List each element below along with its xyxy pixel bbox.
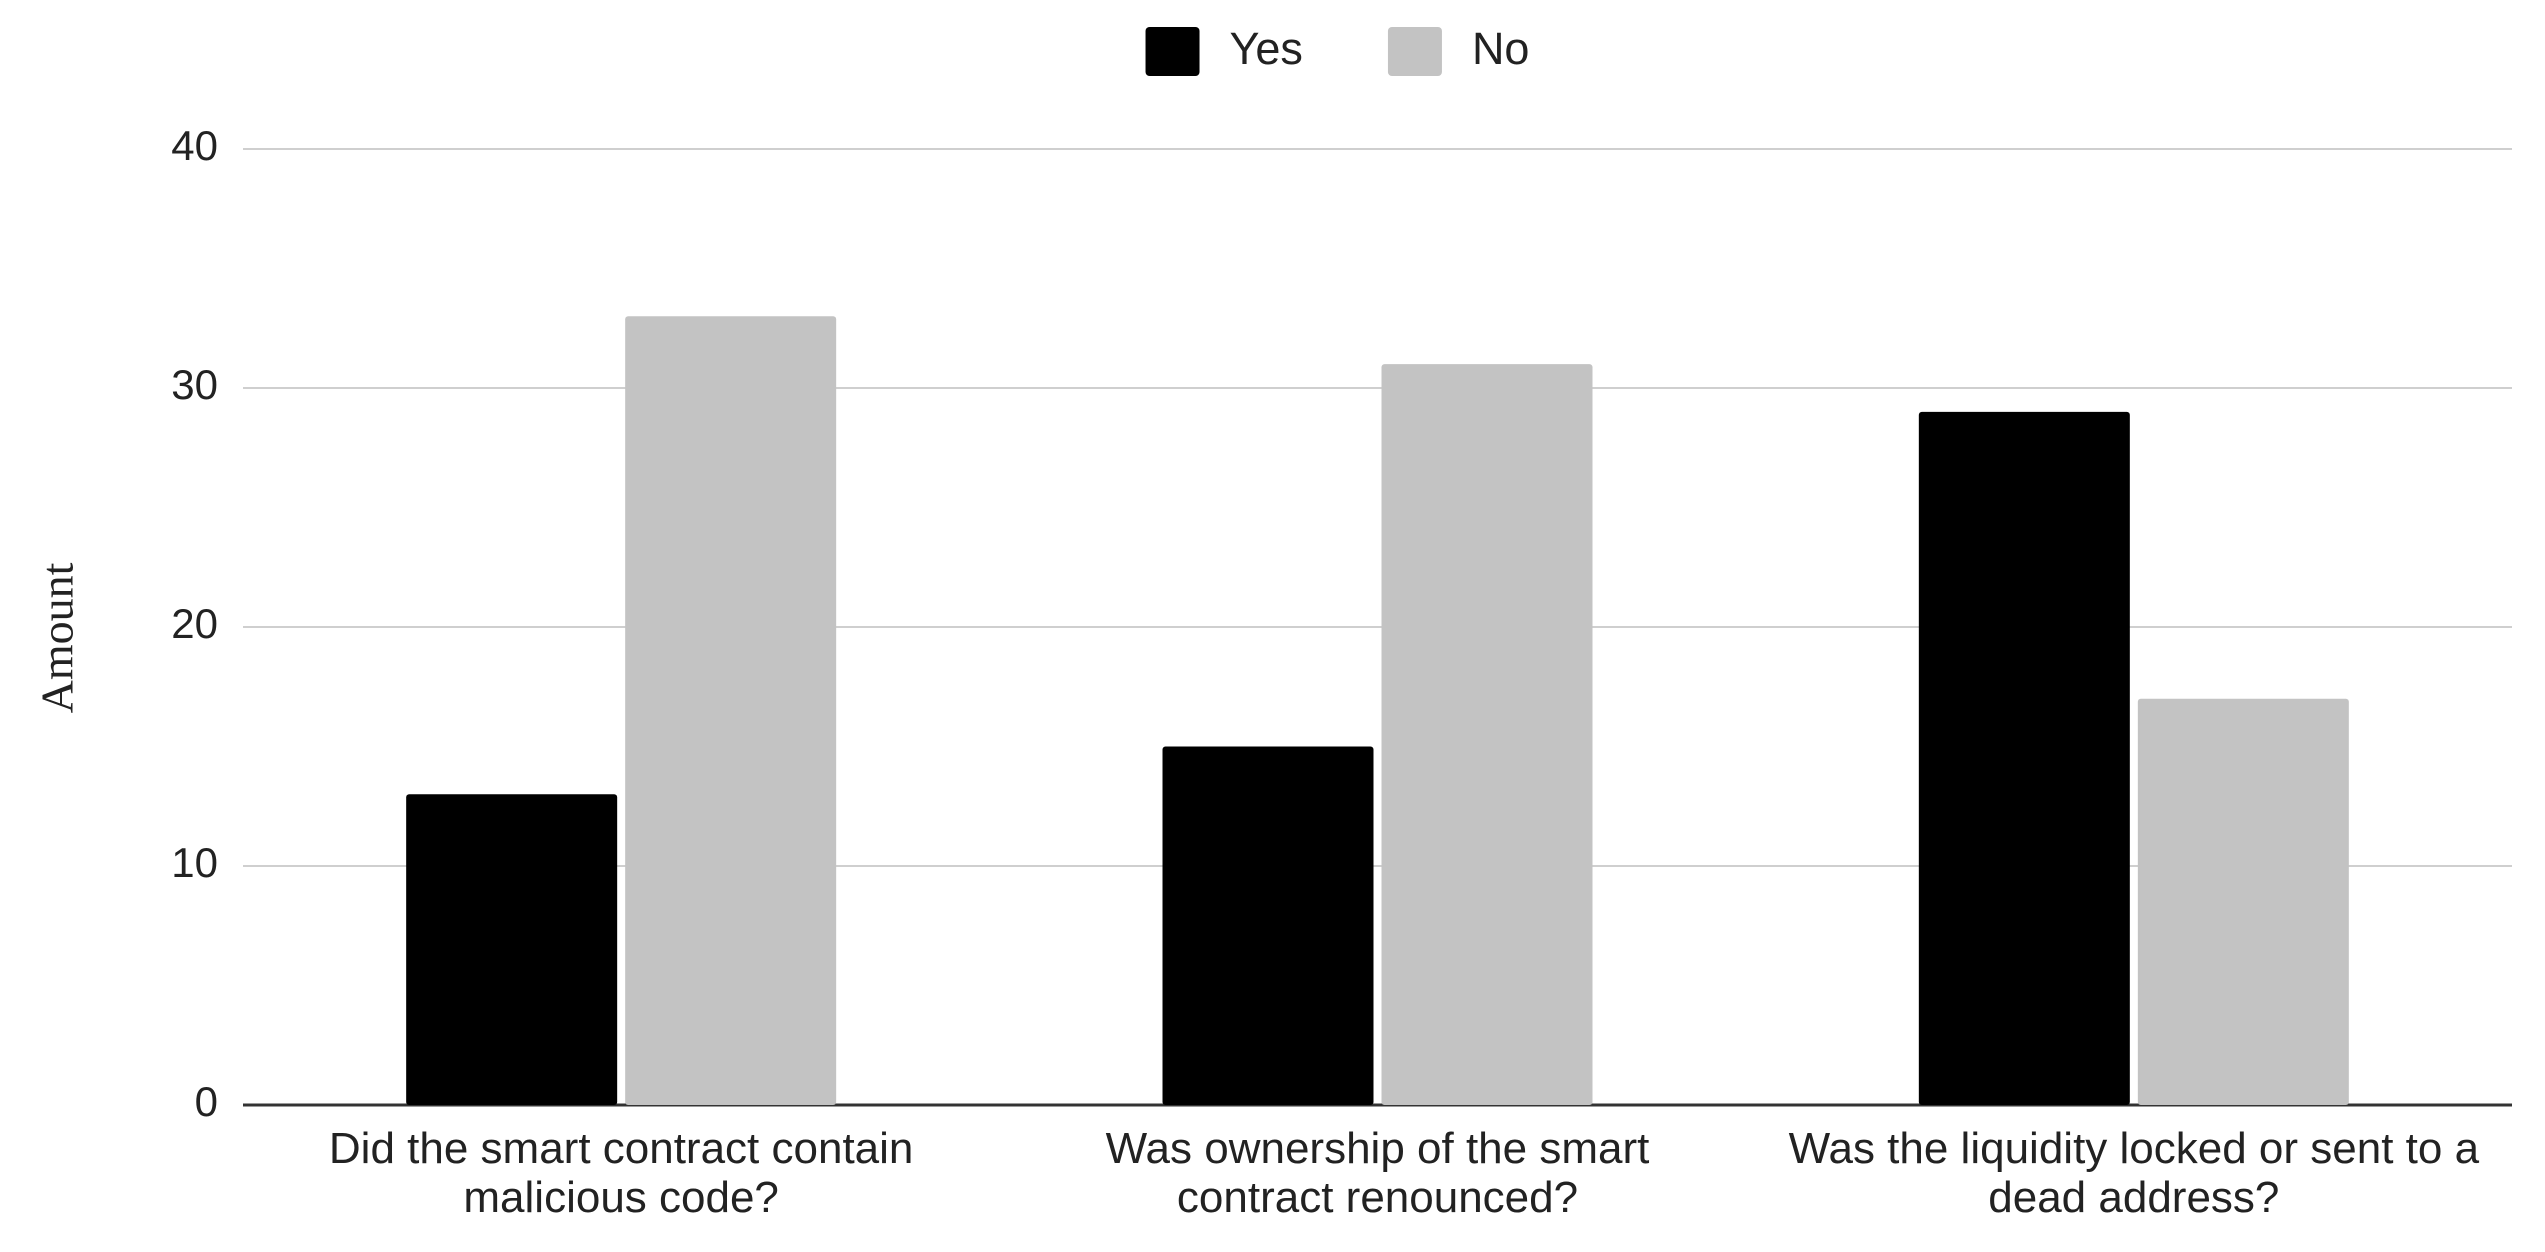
bar: [625, 316, 837, 1105]
y-axis-label: Amount: [32, 562, 83, 713]
bar: [1918, 411, 2130, 1105]
legend-label: No: [1472, 23, 1530, 74]
bar: [2137, 698, 2349, 1105]
x-tick-label: Was ownership of the smart contract reno…: [1105, 1124, 1650, 1223]
legend-label: Yes: [1230, 23, 1303, 74]
bar: [1381, 364, 1593, 1106]
y-tick-label: 10: [171, 839, 218, 886]
legend-swatch: [1145, 27, 1200, 76]
bar: [406, 794, 618, 1105]
y-tick-label: 40: [171, 122, 218, 169]
x-tick-label: Was the liquidity locked or sent to a de…: [1788, 1124, 2480, 1223]
y-tick-label: 0: [195, 1078, 218, 1125]
y-tick-label: 30: [171, 361, 218, 408]
y-tick-label: 20: [171, 600, 218, 647]
x-tick-label: Did the smart contract contain malicious…: [328, 1124, 914, 1223]
bar: [1162, 746, 1374, 1105]
legend-swatch: [1387, 27, 1442, 76]
